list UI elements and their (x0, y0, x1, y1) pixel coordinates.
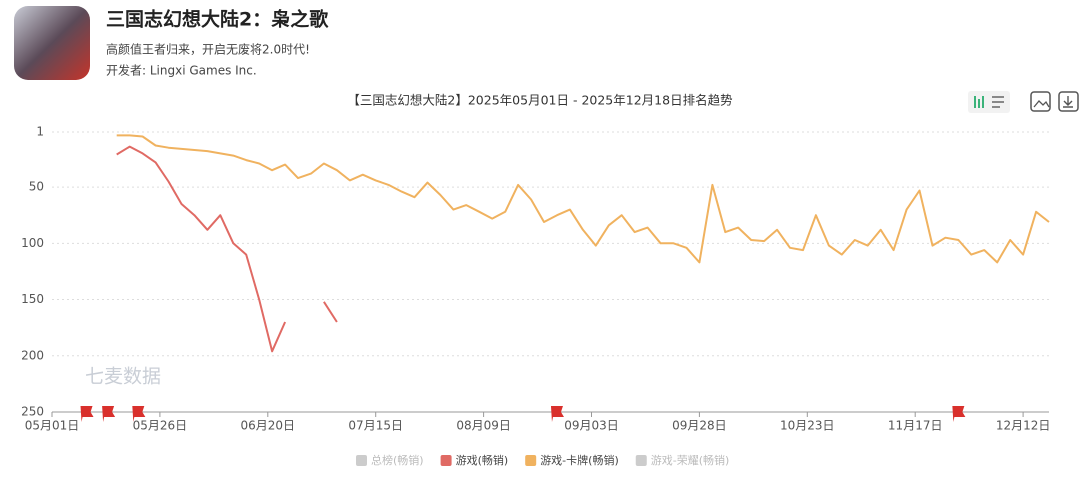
y-tick-label: 150 (21, 292, 44, 306)
y-tick-label: 50 (29, 180, 44, 194)
y-tick-label: 100 (21, 236, 44, 250)
x-tick-label: 09月03日 (564, 419, 619, 433)
app-title: 三国志幻想大陆2：枭之歌 (106, 8, 329, 31)
x-tick-label: 08月09日 (456, 419, 511, 433)
legend-swatch (635, 455, 647, 466)
x-tick-label: 10月23日 (780, 419, 835, 433)
legend-swatch (440, 455, 452, 466)
series-line (116, 145, 338, 353)
y-tick-label: 250 (21, 405, 44, 419)
image-button[interactable] (1030, 91, 1051, 112)
download-button[interactable] (1058, 91, 1079, 112)
event-flag (132, 406, 146, 422)
chart-title: 【三国志幻想大陆2】2025年05月01日 - 2025年12月18日排名趋势 (347, 93, 733, 108)
event-flag (80, 406, 94, 422)
legend-swatch (525, 455, 537, 466)
x-tick-label: 09月28日 (672, 419, 727, 433)
watermark: 七麦数据 (85, 366, 161, 388)
x-tick-label: 05月01日 (25, 419, 80, 433)
legend-label[interactable]: 游戏-荣耀(畅销) (651, 453, 730, 467)
toolbar (968, 91, 1079, 113)
y-tick-label: 200 (21, 348, 44, 362)
event-flag (550, 406, 564, 422)
x-tick-label: 11月17日 (888, 419, 943, 433)
y-tick-label: 1 (36, 125, 44, 139)
download-glyph (1063, 96, 1073, 108)
legend-label[interactable]: 总榜(畅销) (371, 453, 424, 467)
app-subtitle: 高颜值王者归来，开启无废将2.0时代! (106, 42, 310, 57)
event-flag (102, 406, 116, 422)
event-flag (952, 406, 966, 422)
image-glyph (1033, 100, 1050, 108)
developer: 开发者: Lingxi Games Inc. (106, 63, 257, 78)
x-tick-label: 05月26日 (133, 419, 188, 433)
bar-icon (974, 96, 984, 108)
x-tick-label: 06月20日 (241, 419, 296, 433)
app-icon (14, 6, 90, 80)
list-icon (992, 96, 1004, 108)
legend-swatch (356, 455, 367, 466)
x-tick-label: 07月15日 (348, 419, 403, 433)
legend-label[interactable]: 游戏-卡牌(畅销) (540, 453, 619, 467)
series-line (116, 134, 1050, 264)
x-tick-label: 12月12日 (996, 419, 1051, 433)
legend-label[interactable]: 游戏(畅销) (456, 453, 509, 467)
